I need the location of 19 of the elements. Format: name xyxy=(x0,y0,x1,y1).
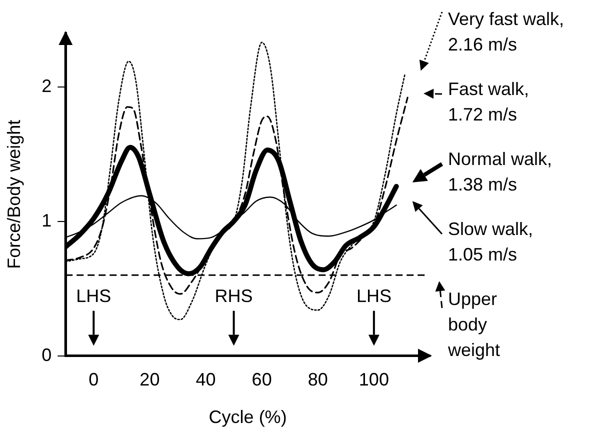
x-tick-label: 40 xyxy=(196,370,216,390)
x-tick-label: 100 xyxy=(358,370,389,390)
legend-label: Fast walk, 1.72 m/s xyxy=(448,78,530,124)
x-tick-label: 60 xyxy=(252,370,272,390)
legend-label: Upper body weight xyxy=(447,288,500,360)
y-axis-title: Force/Body weight xyxy=(4,120,24,269)
x-axis-title: Cycle (%) xyxy=(208,407,287,428)
text: Very fast walk, 2.16 m/s xyxy=(448,8,564,54)
x-tick-label: 0 xyxy=(88,370,99,390)
x-tick-label: 80 xyxy=(308,370,328,390)
y-tick-label: 0 xyxy=(42,344,52,365)
legend-label: Slow walk, 1.05 m/s xyxy=(448,218,534,264)
annotation: RHS xyxy=(214,286,253,306)
annotation: LHS xyxy=(356,286,392,306)
y-tick-label: 2 xyxy=(42,76,52,96)
x-tick-label: 20 xyxy=(140,370,160,390)
legend-label: Normal walk, 1.38 m/s xyxy=(448,148,552,194)
annotation: LHS xyxy=(76,286,112,306)
y-tick-label: 1 xyxy=(42,210,52,230)
